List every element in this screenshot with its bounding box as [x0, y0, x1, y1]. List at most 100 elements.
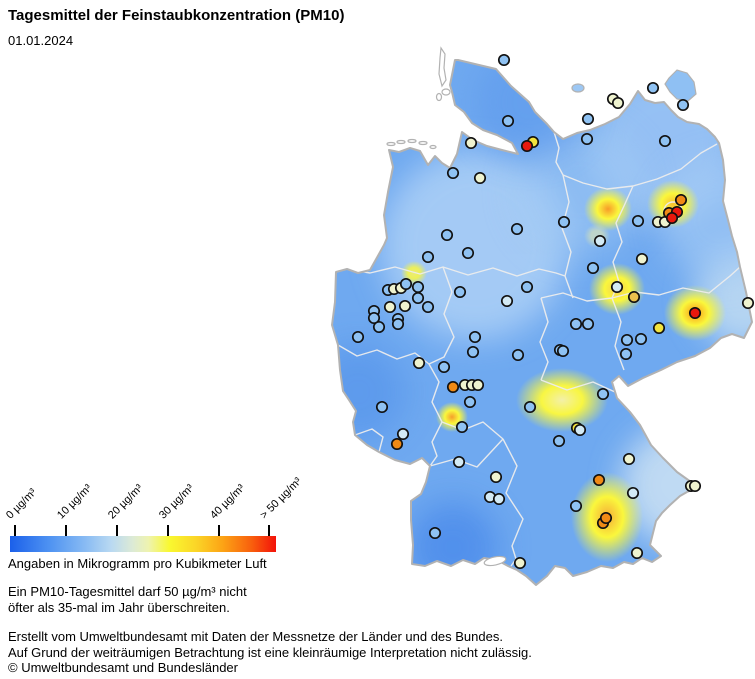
limit-note-line1: Ein PM10-Tagesmittel darf 50 µg/m³ nicht: [8, 584, 247, 599]
station-dot: [676, 98, 690, 112]
station-dot: [412, 356, 426, 370]
station-dot: [464, 136, 478, 150]
legend-tick: [218, 525, 220, 536]
hotspot-glow: [516, 368, 608, 432]
limit-note-line2: öfter als 35-mal im Jahr überschreiten.: [8, 600, 230, 615]
source-note-line1: Erstellt vom Umweltbundesamt mit Daten d…: [8, 629, 503, 644]
station-dot: [421, 250, 435, 264]
station-dot: [489, 470, 503, 484]
station-dot: [511, 348, 525, 362]
legend-tick-label: 30 µg/m³: [157, 482, 197, 522]
station-dot: [665, 211, 679, 225]
station-dot: [500, 294, 514, 308]
station-dot: [630, 546, 644, 560]
legend-tick-label: > 50 µg/m³: [258, 475, 305, 522]
station-dot: [461, 246, 475, 260]
station-dot: [619, 347, 633, 361]
station-dot: [383, 300, 397, 314]
station-dot: [557, 215, 571, 229]
station-dot: [520, 139, 534, 153]
station-dot: [428, 526, 442, 540]
station-dot: [411, 280, 425, 294]
station-dot: [437, 360, 451, 374]
station-dot: [367, 311, 381, 325]
interpolated-field: [332, 60, 752, 585]
legend-tick-label: 0 µg/m³: [4, 486, 40, 522]
color-legend: 0 µg/m³ 10 µg/m³ 20 µg/m³ 30 µg/m³ 40 µg/m³ >…: [4, 455, 328, 575]
station-dot: [421, 300, 435, 314]
station-dot: [581, 112, 595, 126]
station-dot: [375, 400, 389, 414]
legend-tick: [116, 525, 118, 536]
map-date: 01.01.2024: [8, 33, 74, 48]
station-dot: [455, 420, 469, 434]
station-dot: [622, 452, 636, 466]
station-dot: [688, 479, 702, 493]
station-dot: [398, 299, 412, 313]
station-dot: [396, 427, 410, 441]
station-dot: [552, 434, 566, 448]
station-dot: [463, 395, 477, 409]
station-dot: [411, 291, 425, 305]
station-dot: [372, 320, 386, 334]
station-dot: [620, 333, 634, 347]
legend-tick-label: 10 µg/m³: [55, 482, 95, 522]
station-dot: [634, 332, 648, 346]
station-dot: [569, 317, 583, 331]
hotspot-glow: [647, 180, 699, 228]
limit-note: Ein PM10-Tagesmittel darf 50 µg/m³ nicht…: [8, 584, 247, 616]
station-dot: [391, 317, 405, 331]
hotspot-glow: [584, 187, 632, 231]
station-dot: [573, 423, 587, 437]
station-dot: [452, 455, 466, 469]
station-dot: [626, 486, 640, 500]
station-dot: [520, 280, 534, 294]
station-dot: [471, 378, 485, 392]
station-dot: [513, 556, 527, 570]
lake-constance: [483, 555, 507, 567]
station-dot: [674, 193, 688, 207]
legend-tick-label: 40 µg/m³: [208, 482, 248, 522]
station-dot: [399, 277, 413, 291]
source-note: Erstellt vom Umweltbundesamt mit Daten d…: [8, 629, 532, 676]
station-dot: [510, 222, 524, 236]
legend-tick: [65, 525, 67, 536]
page-title: Tagesmittel der Feinstaubkonzentration (…: [8, 7, 345, 24]
station-dot: [658, 134, 672, 148]
legend-caption: Angaben in Mikrogramm pro Kubikmeter Luf…: [8, 556, 267, 571]
station-layer: [351, 53, 755, 570]
station-dot: [610, 280, 624, 294]
station-dot: [390, 437, 404, 451]
station-dot: [569, 499, 583, 513]
station-dot: [627, 290, 641, 304]
station-dot: [635, 252, 649, 266]
station-dot: [599, 511, 613, 525]
legend-tick: [14, 525, 16, 536]
station-dot: [446, 166, 460, 180]
station-dot: [596, 387, 610, 401]
germany-map: [325, 40, 755, 630]
station-dot: [586, 261, 600, 275]
station-dot: [593, 234, 607, 248]
station-dot: [453, 285, 467, 299]
station-dot: [473, 171, 487, 185]
legend-tick: [167, 525, 169, 536]
station-dot: [523, 400, 537, 414]
station-dot: [466, 345, 480, 359]
station-dot: [440, 228, 454, 242]
source-note-line2: Auf Grund der weiträumigen Betrachtung i…: [8, 644, 532, 660]
map-canvas: [331, 46, 755, 586]
station-dot: [592, 473, 606, 487]
station-dot: [631, 214, 645, 228]
station-dot: [580, 132, 594, 146]
station-dot: [501, 114, 515, 128]
station-dot: [468, 330, 482, 344]
legend-tick-label: 20 µg/m³: [106, 482, 146, 522]
station-dot: [611, 96, 625, 110]
station-dot: [741, 296, 755, 310]
station-dot: [497, 53, 511, 67]
station-dot: [688, 306, 702, 320]
station-dot: [646, 81, 660, 95]
station-dot: [351, 330, 365, 344]
